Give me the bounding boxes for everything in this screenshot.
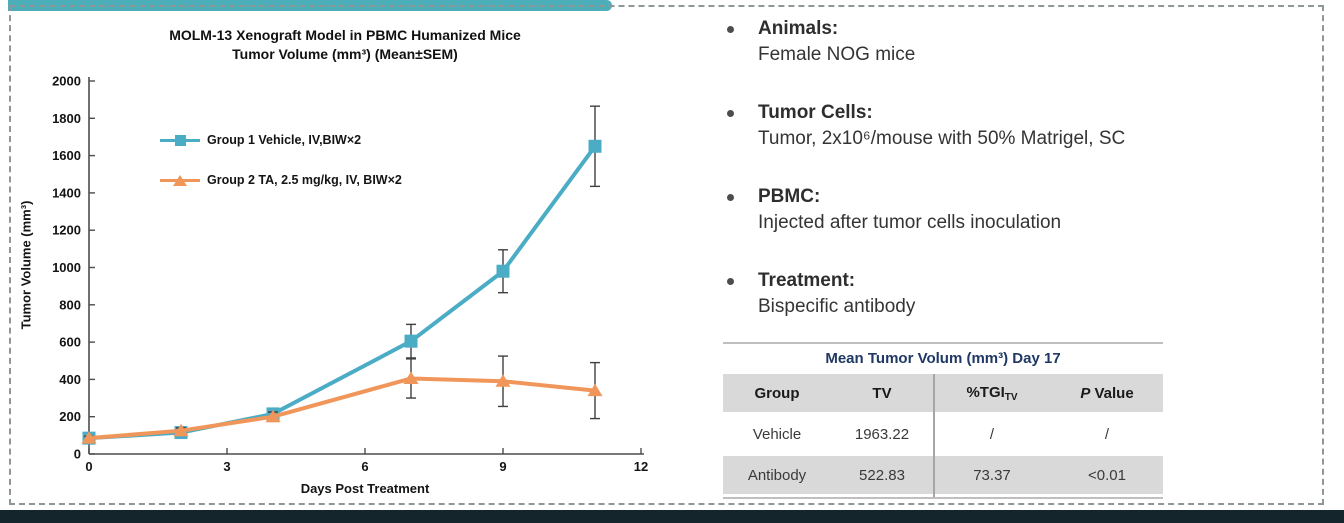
- cell-tv: 1963.22: [854, 425, 910, 443]
- table-row-antibody: Antibody 522.83 73.37 <0.01: [723, 456, 1163, 494]
- table-grid: Group TV %TGITV P Value Vehicle 1963.22 …: [723, 374, 1163, 499]
- bullet-animals: Animals: Female NOG mice: [727, 16, 1302, 68]
- legend-item-group1: Group 1 Vehicle, IV,BIW×2: [160, 133, 402, 147]
- x-axis-label: Days Post Treatment: [300, 481, 430, 496]
- bullet-heading: Tumor Cells:: [758, 102, 873, 123]
- legend-marker-triangle-icon: [160, 173, 200, 187]
- chart-canvas: 0 200 400 600 800 1000 1200 1400 1600 1800 2000 0 3 6…: [52, 74, 648, 475]
- cell-tgi: /: [989, 425, 995, 443]
- tumor-growth-chart: MOLM-13 Xenograft Model in PBMC Humanize…: [0, 0, 672, 510]
- legend-label-group2: Group 2 TA, 2.5 mg/kg, IV, BIW×2: [207, 173, 402, 187]
- cell-tv: 522.83: [859, 466, 905, 484]
- legend-item-group2: Group 2 TA, 2.5 mg/kg, IV, BIW×2: [160, 173, 402, 187]
- bullet-pbmc: PBMC: Injected after tumor cells inocula…: [727, 184, 1302, 236]
- y-tick-label: 1600: [52, 148, 81, 163]
- x-tick-label: 12: [634, 459, 648, 474]
- chart-legend: Group 1 Vehicle, IV,BIW×2 Group 2 TA, 2.…: [160, 133, 402, 187]
- col-header-tgi: %TGITV: [966, 383, 1018, 403]
- bullet-dot-icon: [727, 184, 758, 236]
- y-tick-label: 1200: [52, 223, 81, 238]
- bullet-heading: PBMC:: [758, 186, 821, 207]
- y-tick-label: 1400: [52, 185, 81, 200]
- y-axis-label: Tumor Volume (mm³): [18, 200, 34, 330]
- y-tick-label: 0: [74, 447, 81, 462]
- chart-title: MOLM-13 Xenograft Model in PBMC Humanize…: [85, 26, 605, 64]
- bullet-tumor-cells: Tumor Cells: Tumor, 2x10⁶/mouse with 50%…: [727, 100, 1302, 152]
- series-line-1: [87, 144, 597, 441]
- cell-pvalue: /: [1104, 425, 1110, 443]
- col-header-tv: TV: [872, 384, 892, 402]
- marker-square: [404, 334, 418, 348]
- chart-title-line2: Tumor Volume (mm³) (Mean±SEM): [232, 46, 458, 62]
- y-tick-label: 400: [59, 372, 81, 387]
- marker-triangle: [265, 409, 281, 423]
- marker-triangle: [403, 371, 419, 384]
- bullet-heading: Animals:: [758, 18, 839, 39]
- y-tick-label: 600: [59, 335, 81, 350]
- y-tick-label: 1800: [52, 111, 81, 126]
- bullet-heading: Treatment:: [758, 270, 856, 291]
- results-table: Mean Tumor Volum (mm³) Day 17 Group TV %…: [723, 342, 1163, 499]
- bullet-dot-icon: [727, 100, 758, 152]
- marker-square: [496, 264, 510, 278]
- table-title: Mean Tumor Volum (mm³) Day 17: [825, 350, 1061, 367]
- col-header-pvalue: P Value: [1080, 384, 1134, 402]
- marker-triangle: [587, 383, 603, 397]
- bullet-treatment: Treatment: Bispecific antibody: [727, 268, 1302, 320]
- cell-pvalue: <0.01: [1088, 466, 1126, 484]
- x-tick-label: 0: [85, 459, 92, 474]
- bullet-body: Female NOG mice: [758, 44, 916, 65]
- study-info-panel: Animals: Female NOG mice Tumor Cells: Tu…: [727, 16, 1302, 352]
- bullet-dot-icon: [727, 16, 758, 68]
- cell-tgi: 73.37: [973, 466, 1011, 484]
- y-tick-label: 1000: [52, 260, 81, 275]
- cell-group: Vehicle: [752, 425, 802, 443]
- legend-label-group1: Group 1 Vehicle, IV,BIW×2: [207, 133, 362, 147]
- cell-group: Antibody: [747, 466, 807, 484]
- marker-triangle: [495, 374, 511, 387]
- bullet-body: Injected after tumor cells inoculation: [758, 212, 1062, 233]
- bullet-body: Bispecific antibody: [758, 296, 916, 317]
- table-column-divider: [933, 374, 935, 497]
- bullet-body: Tumor, 2x10⁶/mouse with 50% Matrigel, SC: [758, 128, 1126, 149]
- marker-triangle: [81, 431, 97, 444]
- marker-square: [588, 139, 602, 153]
- legend-marker-square-icon: [160, 133, 200, 147]
- table-header-row: Group TV %TGITV P Value: [723, 374, 1163, 412]
- series-line-2: [87, 376, 597, 441]
- x-tick-label: 6: [361, 459, 368, 474]
- bottom-accent-bar: [0, 510, 1344, 523]
- bullet-dot-icon: [727, 268, 758, 320]
- table-row-vehicle: Vehicle 1963.22 / /: [723, 415, 1163, 453]
- y-tick-label: 2000: [52, 74, 81, 89]
- marker-triangle: [173, 423, 189, 437]
- y-tick-label: 800: [59, 297, 81, 312]
- x-tick-label: 9: [499, 459, 506, 474]
- col-header-group: Group: [754, 384, 800, 402]
- x-tick-label: 3: [223, 459, 230, 474]
- chart-title-line1: MOLM-13 Xenograft Model in PBMC Humanize…: [169, 27, 521, 43]
- y-tick-label: 200: [59, 409, 81, 424]
